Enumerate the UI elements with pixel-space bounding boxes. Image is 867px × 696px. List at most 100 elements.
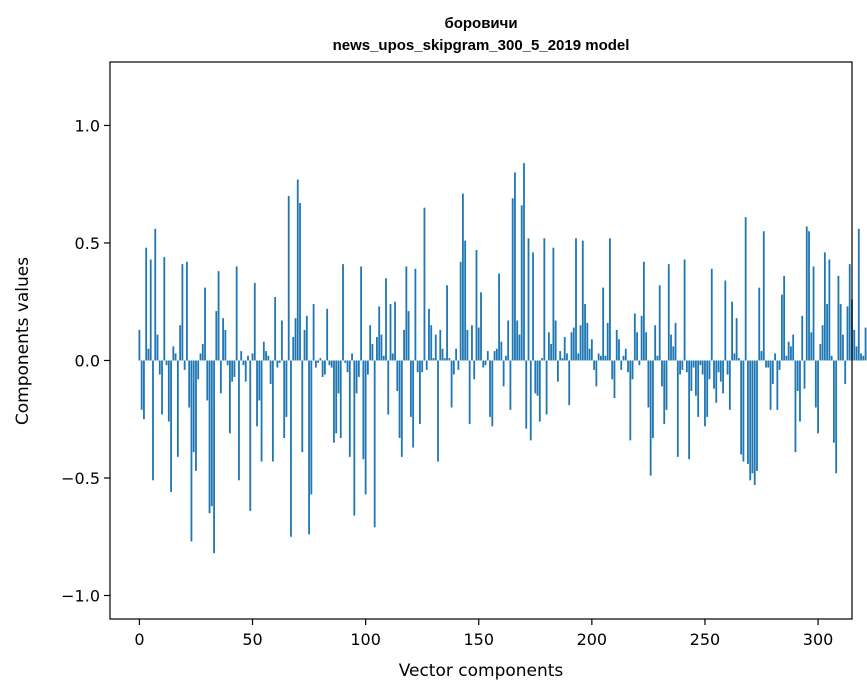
bar-23 bbox=[190, 360, 193, 542]
bar-74 bbox=[305, 315, 308, 361]
bar-170 bbox=[523, 163, 525, 361]
bar-45 bbox=[240, 351, 243, 361]
bar-146 bbox=[468, 360, 471, 424]
bar-22 bbox=[188, 360, 191, 408]
bar-88 bbox=[337, 360, 340, 394]
bar-192 bbox=[572, 327, 575, 361]
bar-34 bbox=[215, 311, 218, 361]
bar-78 bbox=[314, 360, 317, 368]
bar-321 bbox=[864, 327, 867, 361]
bar-181 bbox=[547, 332, 550, 361]
bar-44 bbox=[238, 360, 240, 481]
bar-142 bbox=[459, 261, 462, 361]
bar-79 bbox=[317, 360, 320, 363]
bar-46 bbox=[242, 360, 245, 366]
bar-148 bbox=[473, 360, 476, 380]
bar-58 bbox=[269, 360, 272, 384]
bar-310 bbox=[839, 304, 842, 361]
bar-215 bbox=[624, 348, 627, 361]
bar-313 bbox=[846, 306, 849, 361]
bar-261 bbox=[728, 360, 731, 410]
bar-194 bbox=[577, 353, 580, 361]
bar-218 bbox=[631, 360, 634, 380]
bar-63 bbox=[281, 320, 283, 361]
bar-258 bbox=[722, 360, 724, 394]
bar-87 bbox=[335, 360, 338, 434]
bar-252 bbox=[708, 360, 711, 380]
bar-169 bbox=[520, 205, 523, 361]
bar-276 bbox=[762, 231, 765, 361]
bar-41 bbox=[231, 360, 234, 382]
x-tick-label-150: 150 bbox=[463, 630, 494, 649]
bar-series bbox=[138, 163, 867, 554]
bar-200 bbox=[590, 339, 593, 361]
bar-112 bbox=[391, 353, 394, 361]
bar-190 bbox=[568, 360, 571, 406]
bar-266 bbox=[740, 360, 743, 455]
bar-111 bbox=[389, 304, 392, 361]
bar-184 bbox=[554, 320, 557, 361]
bar-123 bbox=[416, 360, 419, 373]
bar-39 bbox=[226, 360, 229, 366]
bar-65 bbox=[285, 360, 288, 417]
bar-8 bbox=[156, 334, 159, 361]
bar-80 bbox=[319, 358, 322, 361]
bar-160 bbox=[500, 341, 503, 361]
bar-27 bbox=[199, 353, 202, 361]
bar-254 bbox=[713, 360, 715, 389]
bar-293 bbox=[801, 315, 804, 361]
y-tick-label-2: 0.0 bbox=[75, 351, 100, 370]
bar-185 bbox=[557, 360, 559, 382]
bar-281 bbox=[774, 353, 776, 361]
y-tick-label-1: 0.5 bbox=[75, 234, 100, 253]
bar-6 bbox=[152, 360, 154, 481]
bar-121 bbox=[412, 360, 415, 448]
bar-93 bbox=[348, 360, 351, 457]
bar-265 bbox=[737, 358, 740, 361]
bar-305 bbox=[828, 259, 831, 361]
bar-239 bbox=[679, 360, 681, 375]
bar-221 bbox=[638, 360, 641, 366]
bar-193 bbox=[575, 238, 577, 361]
bar-124 bbox=[419, 360, 421, 424]
bar-98 bbox=[360, 266, 363, 361]
bar-66 bbox=[287, 195, 290, 361]
bar-282 bbox=[776, 360, 779, 410]
bar-233 bbox=[665, 360, 668, 410]
bar-202 bbox=[595, 360, 598, 387]
bar-204 bbox=[599, 355, 602, 361]
y-tick-label-4: −1.0 bbox=[61, 586, 100, 605]
bar-131 bbox=[434, 334, 437, 361]
bar-208 bbox=[609, 238, 611, 361]
bar-217 bbox=[629, 360, 632, 441]
bar-220 bbox=[636, 332, 638, 361]
bar-178 bbox=[541, 358, 543, 361]
bar-191 bbox=[570, 332, 573, 361]
bar-126 bbox=[423, 207, 426, 361]
bar-243 bbox=[688, 360, 691, 460]
y-axis-ticks: 1.0 0.5 0.0 −0.5 −1.0 bbox=[61, 116, 110, 605]
bar-114 bbox=[396, 360, 399, 392]
bar-175 bbox=[534, 360, 537, 394]
bar-138 bbox=[450, 360, 453, 408]
bar-188 bbox=[563, 336, 566, 361]
bar-73 bbox=[303, 329, 306, 361]
bar-25 bbox=[195, 360, 197, 471]
bar-55 bbox=[262, 341, 265, 361]
bar-156 bbox=[491, 360, 494, 427]
bar-211 bbox=[615, 329, 618, 361]
bar-144 bbox=[464, 240, 467, 361]
bar-116 bbox=[400, 360, 403, 457]
bar-234 bbox=[667, 264, 670, 361]
bar-249 bbox=[701, 360, 704, 375]
bar-7 bbox=[154, 228, 157, 361]
bar-295 bbox=[805, 226, 808, 361]
bar-119 bbox=[407, 311, 410, 361]
bar-9 bbox=[158, 360, 161, 375]
bar-212 bbox=[618, 339, 620, 361]
bar-219 bbox=[633, 313, 636, 361]
bar-10 bbox=[161, 360, 163, 415]
bar-128 bbox=[428, 308, 430, 361]
bar-201 bbox=[593, 360, 596, 370]
bar-226 bbox=[649, 360, 652, 476]
